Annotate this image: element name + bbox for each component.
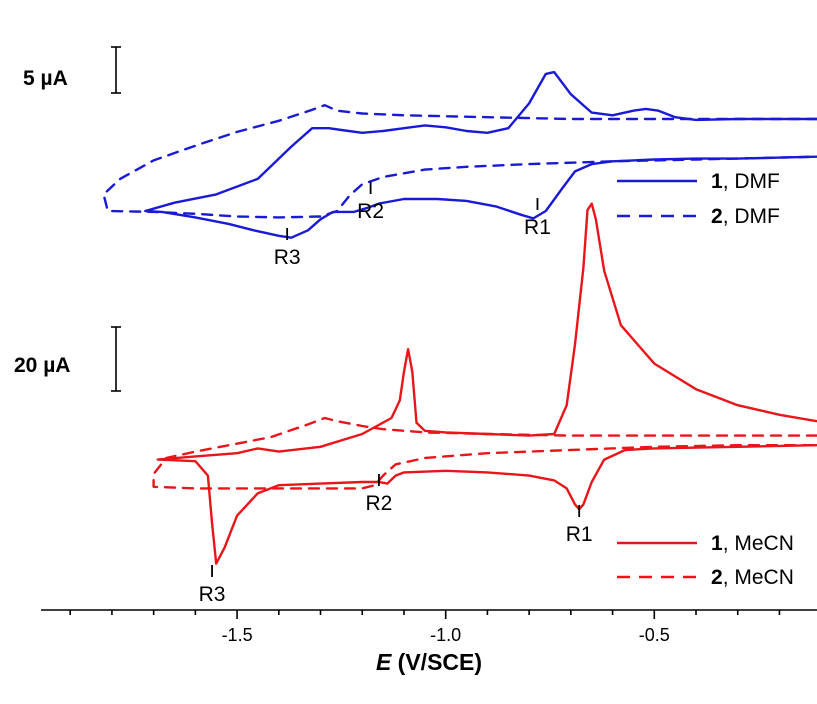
peak-label-dmf-r3: R3: [274, 246, 301, 269]
legend-entry-1-mecn: 1, MeCN: [711, 532, 794, 555]
mecn-peak-annotations: R3 R2 R1: [199, 474, 593, 606]
x-axis-title: E (V/SCE): [376, 649, 482, 675]
peak-label-dmf-r1: R1: [524, 216, 551, 239]
dmf-scale-bar-label: 5 µA: [23, 67, 68, 90]
peak-label-mecn-r3: R3: [199, 583, 226, 606]
dmf-legend: 1, DMF 2, DMF: [617, 170, 780, 228]
dmf-panel: R3 R2 R1 5 µA 1, DMF 2, DMF: [23, 46, 817, 269]
dmf-scale-bar: 5 µA: [23, 46, 121, 94]
mecn-legend: 1, MeCN 2, MeCN: [617, 532, 794, 589]
cv-curve-2-mecn: [152, 416, 817, 490]
dmf-peak-annotations: R3 R2 R1: [274, 182, 551, 269]
x-axis-ticks: -1.5 -1.0 -0.5: [69, 610, 781, 645]
legend-entry-1-dmf: 1, DMF: [711, 170, 780, 193]
cv-curve-1-mecn: [156, 202, 817, 565]
x-axis: -1.5 -1.0 -0.5 E (V/SCE): [41, 609, 817, 675]
peak-label-mecn-r2: R2: [366, 492, 393, 515]
dmf-curves: [102, 70, 817, 239]
peak-label-mecn-r1: R1: [566, 523, 593, 546]
legend-entry-2-dmf: 2, DMF: [711, 205, 780, 228]
cv-curve-1-dmf: [144, 70, 817, 239]
mecn-panel: R3 R2 R1 20 µA 1, MeCN 2, MeCN: [14, 202, 817, 606]
x-tick-label: -1.5: [222, 625, 253, 645]
mecn-scale-bar-label: 20 µA: [14, 354, 70, 377]
peak-label-dmf-r2: R2: [357, 200, 384, 223]
mecn-curves: [152, 202, 817, 565]
mecn-scale-bar: 20 µA: [14, 326, 121, 392]
legend-entry-2-mecn: 2, MeCN: [711, 566, 794, 589]
x-tick-label: -1.0: [430, 625, 461, 645]
x-tick-label: -0.5: [639, 625, 670, 645]
